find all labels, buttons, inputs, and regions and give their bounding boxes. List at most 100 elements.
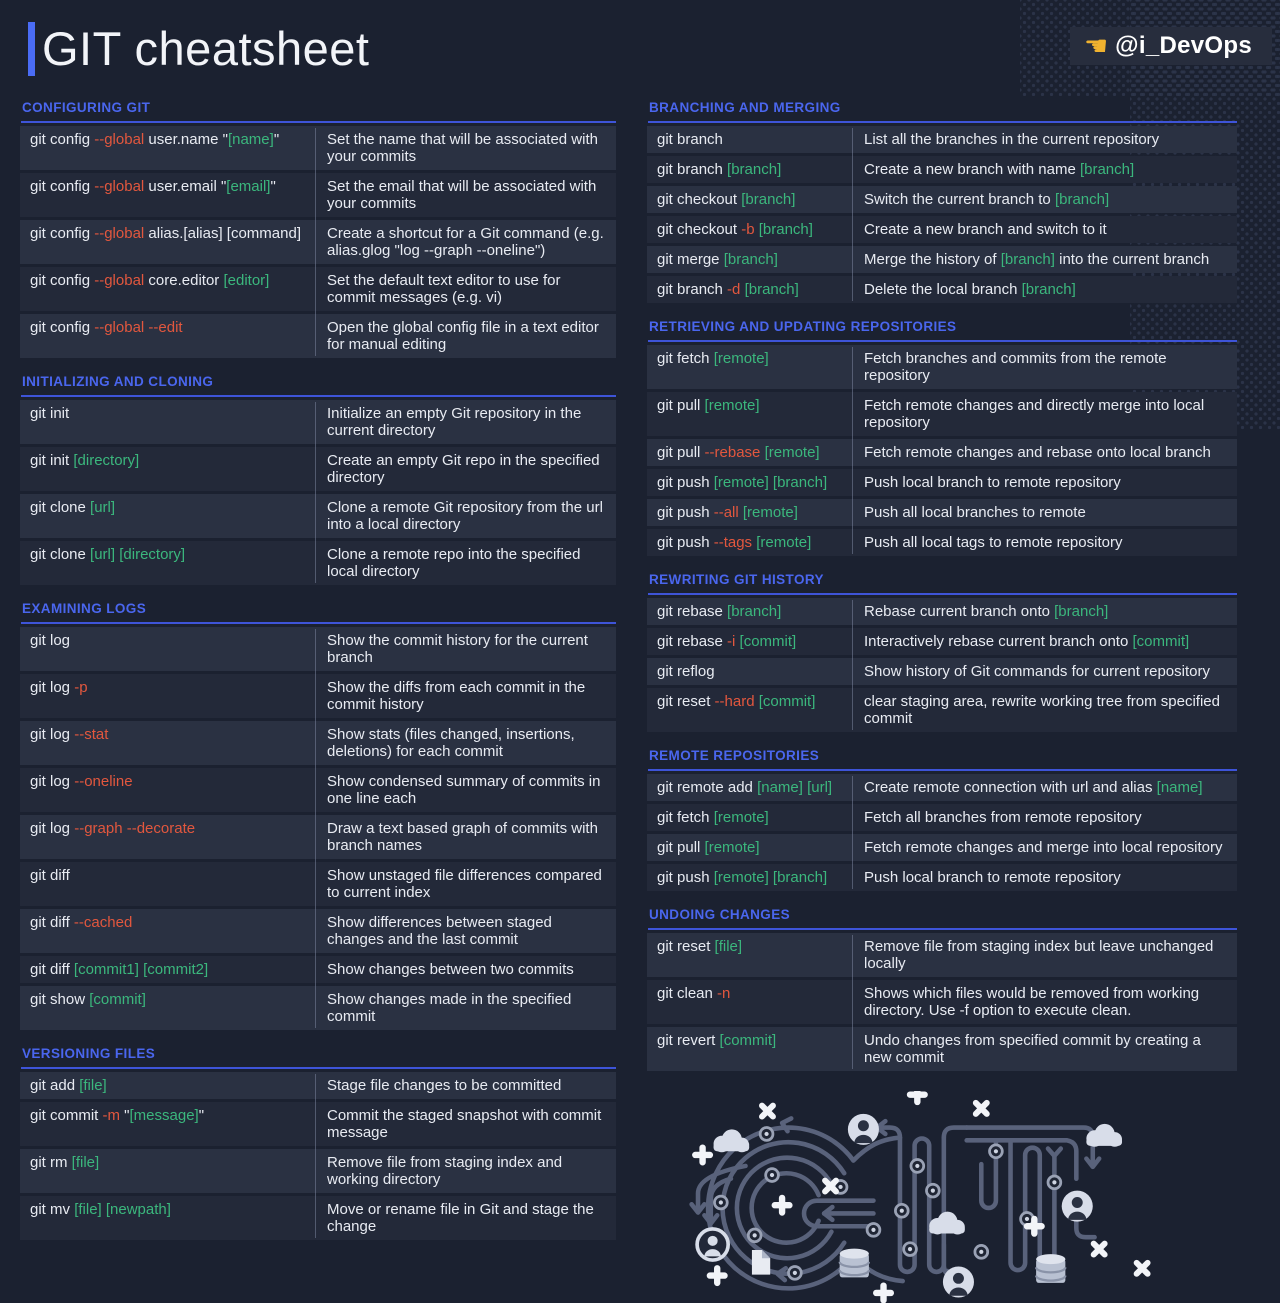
column-divider [852, 935, 853, 1069]
text-segment: Set the default text editor to use for c… [327, 272, 561, 306]
command-flag: -b [741, 221, 755, 238]
x-mark [759, 1099, 1151, 1277]
command-cell: git pull --rebase [remote] [647, 439, 852, 466]
text-segment: Rebase current branch onto [864, 603, 1055, 620]
text-segment: Stage file changes to be committed [327, 1077, 562, 1094]
cheat-row: git checkout [branch] Switch the current … [647, 186, 1237, 213]
command-arg: [file] [74, 1201, 102, 1218]
description-cell: Show unstaged file differences compared … [315, 862, 616, 906]
text-segment: git merge [657, 251, 724, 268]
command-cell: git checkout -b [branch] [647, 216, 852, 243]
description-cell: Open the global config file in a text ed… [315, 314, 616, 358]
text-segment: git config [30, 131, 95, 148]
column-divider [315, 629, 316, 1028]
description-cell: Show stats (files changed, insertions, d… [315, 721, 616, 765]
command-cell: git clone [url] [20, 494, 315, 538]
section-versioning-files: VERSIONING FILES git add [file] Stage file… [20, 1046, 616, 1240]
command-arg: [branch] [1021, 281, 1076, 298]
command-cell: git push [remote] [branch] [647, 864, 852, 891]
command-cell: git log -p [20, 674, 315, 718]
section-rows: git rebase [branch] Rebase current branch… [647, 598, 1237, 732]
section-title: BRANCHING AND MERGING [648, 100, 1237, 123]
description-cell: Create a shortcut for a Git command (e.g… [315, 220, 616, 264]
section-undoing-changes: UNDOING CHANGES git reset [file] Remove fi… [647, 907, 1237, 1071]
description-cell: Delete the local branch [branch] [852, 276, 1237, 303]
command-arg: [editor] [223, 272, 270, 289]
text-segment: git revert [657, 1032, 720, 1049]
section-rows: git log Show the commit history for the c… [20, 627, 616, 1030]
command-arg: [branch] [1079, 161, 1135, 178]
command-arg: [file] [71, 1154, 100, 1171]
command-cell: git remote add [name] [url] [647, 774, 852, 801]
cheat-row: git branch List all the branches in the c… [647, 126, 1237, 153]
text-segment: git branch [657, 161, 728, 178]
description-cell: Shows which files would be removed from … [852, 980, 1237, 1024]
text-segment: git push [657, 869, 714, 886]
title-accent-bar [28, 22, 35, 77]
command-cell: git config --global core.editor [editor] [20, 267, 315, 311]
command-cell: git init [directory] [20, 447, 315, 491]
cheat-row: git fetch [remote] Fetch all branches fro… [647, 804, 1237, 831]
text-segment: Set the name that will be associated wit… [327, 131, 598, 165]
command-cell: git log [20, 627, 315, 671]
text-segment: git rm [30, 1154, 72, 1171]
command-flag: -i [727, 633, 736, 650]
cheat-row: git config --global core.editor [editor]… [20, 267, 616, 311]
text-segment: git branch [657, 131, 723, 148]
text-segment: git pull [657, 839, 705, 856]
text-segment: " [273, 131, 280, 148]
description-cell: Show changes made in the specified commi… [315, 986, 616, 1030]
text-segment: git config [30, 178, 95, 195]
text-segment: into the current branch [1054, 251, 1210, 268]
text-segment: Show differences between staged changes … [327, 914, 552, 948]
git-decorative-graphic [647, 1091, 1237, 1303]
command-arg: [message] [129, 1107, 199, 1124]
description-cell: Set the email that will be associated wi… [315, 173, 616, 217]
text-segment: Create a new branch and switch to it [864, 221, 1107, 238]
column-divider [315, 128, 316, 356]
command-arg: [remote] [713, 809, 769, 826]
command-cell: git config --global user.name "[name]" [20, 126, 315, 170]
description-cell: Fetch all branches from remote repositor… [852, 804, 1237, 831]
description-cell: Rebase current branch onto [branch] [852, 598, 1237, 625]
command-arg: [file] [714, 938, 743, 955]
text-segment: git log [30, 726, 75, 743]
description-cell: Remove file from staging index and worki… [315, 1149, 616, 1193]
text-segment: Interactively rebase current branch onto [864, 633, 1133, 650]
description-cell: Fetch remote changes and merge into loca… [852, 834, 1237, 861]
command-cell: git branch [branch] [647, 156, 852, 183]
text-segment: git diff [30, 914, 74, 931]
command-arg: [url] [807, 779, 833, 796]
cheat-row: git log -p Show the diffs from each commi… [20, 674, 616, 718]
text-segment: git log [30, 679, 75, 696]
section-rows: git init Initialize an empty Git reposito… [20, 400, 616, 585]
cheat-row: git revert [commit] Undo changes from spe… [647, 1027, 1237, 1071]
text-segment: git rebase [657, 603, 728, 620]
command-flag: --global [94, 178, 145, 195]
text-segment: Push local branch to remote repository [864, 474, 1121, 491]
cheat-row: git show [commit] Show changes made in th… [20, 986, 616, 1030]
text-segment: git checkout [657, 221, 742, 238]
command-cell: git checkout [branch] [647, 186, 852, 213]
cheat-row: git push [remote] [branch] Push local bra… [647, 864, 1237, 891]
text-segment: Merge the history of [864, 251, 1001, 268]
cheat-row: git mv [file] [newpath] Move or rename fi… [20, 1196, 616, 1240]
author-handle-badge[interactable]: ☚ @i_DevOps [1069, 27, 1272, 65]
column-divider [852, 776, 853, 889]
section-title: REMOTE REPOSITORIES [648, 748, 1237, 771]
text-segment: git config [30, 225, 95, 242]
text-segment: Open the global config file in a text ed… [327, 319, 599, 353]
text-segment: core.editor [144, 272, 224, 289]
command-cell: git rebase [branch] [647, 598, 852, 625]
cheat-row: git rm [file] Remove file from staging in… [20, 1149, 616, 1193]
description-cell: Merge the history of [branch] into the c… [852, 246, 1237, 273]
command-cell: git commit -m "[message]" [20, 1102, 315, 1146]
description-cell: Show history of Git commands for current… [852, 658, 1237, 685]
section-title: RETRIEVING AND UPDATING REPOSITORIES [648, 319, 1237, 342]
command-cell: git mv [file] [newpath] [20, 1196, 315, 1240]
cheat-row: git rebase -i [commit] Interactively reba… [647, 628, 1237, 655]
text-segment: git show [30, 991, 90, 1008]
text-segment: Fetch remote changes and rebase onto loc… [864, 444, 1211, 461]
command-cell: git reset [file] [647, 933, 852, 977]
command-arg: [email] [226, 178, 271, 195]
